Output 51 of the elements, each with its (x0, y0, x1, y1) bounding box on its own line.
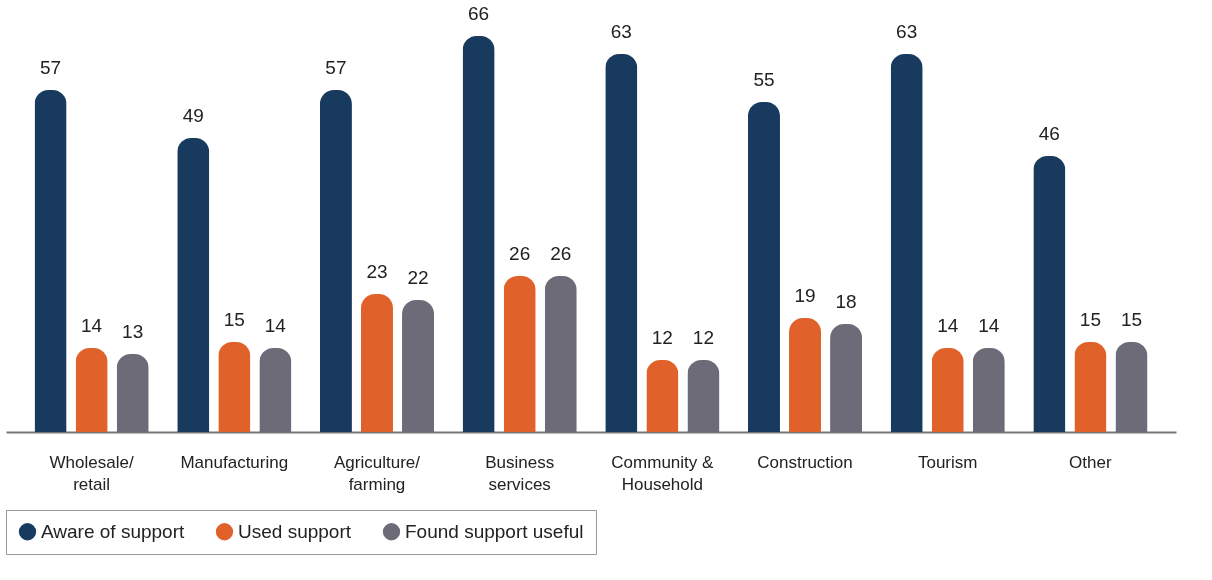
bar (890, 54, 923, 432)
bar (34, 90, 67, 432)
bar (177, 138, 210, 432)
x-tick-label: Construction (757, 452, 853, 472)
data-label: 57 (39, 57, 62, 78)
data-label: 15 (1120, 309, 1143, 330)
legend-label: Used support (238, 520, 352, 542)
data-label: 23 (366, 261, 388, 282)
data-label: 14 (81, 315, 103, 336)
bar (218, 342, 251, 432)
bar (1033, 156, 1066, 432)
data-label: 15 (223, 309, 245, 330)
bar (605, 54, 638, 432)
data-label: 15 (1079, 309, 1101, 330)
data-label: 63 (610, 21, 632, 42)
bar (1074, 342, 1107, 432)
data-label: 14 (264, 315, 287, 336)
data-label: 46 (1038, 123, 1060, 144)
bar (319, 90, 352, 432)
x-tick-label: Tourism (917, 452, 978, 472)
data-label: 66 (468, 3, 490, 24)
legend-label: Found support useful (405, 520, 584, 542)
data-label: 63 (896, 21, 918, 42)
x-tick-label: Business services (485, 452, 555, 494)
data-label: 22 (407, 267, 429, 288)
data-label: 14 (937, 315, 959, 336)
data-label: 26 (509, 243, 531, 264)
bar (503, 276, 536, 432)
bar (462, 36, 495, 432)
data-label: 49 (182, 105, 204, 126)
x-tick-label: Other (1069, 452, 1112, 472)
x-tick-label: Manufacturing (180, 452, 289, 472)
bar (646, 360, 679, 432)
bar (747, 102, 780, 432)
x-tick-label: Community & Household (611, 452, 715, 494)
x-tick-label: Agriculture/ farming (333, 452, 421, 494)
x-tick-label: Wholesale/ retail (49, 452, 134, 494)
data-label: 12 (692, 327, 714, 348)
data-label: 18 (835, 291, 857, 312)
data-label: 57 (325, 57, 347, 78)
data-label: 14 (978, 315, 1000, 336)
data-label: 26 (550, 243, 572, 264)
bar (75, 348, 108, 432)
bar (360, 294, 393, 432)
data-label: 13 (122, 321, 144, 342)
data-label: 19 (794, 285, 816, 306)
bar (931, 348, 964, 432)
data-label: 55 (753, 69, 775, 90)
bar (789, 318, 822, 432)
data-label: 12 (651, 327, 673, 348)
legend-label: Aware of support (41, 520, 186, 542)
